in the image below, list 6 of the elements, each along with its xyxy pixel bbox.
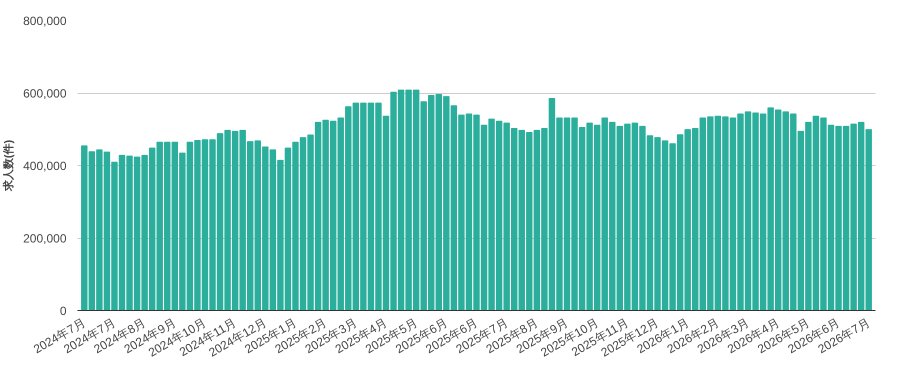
y-tick-label: 800,000 [23, 14, 67, 28]
y-tick-label: 400,000 [23, 159, 67, 173]
y-tick-label: 600,000 [23, 86, 67, 100]
y-tick-label: 200,000 [23, 232, 67, 246]
y-axis-title: 求人数(件) [2, 140, 16, 192]
y-tick-label: 0 [60, 304, 67, 318]
